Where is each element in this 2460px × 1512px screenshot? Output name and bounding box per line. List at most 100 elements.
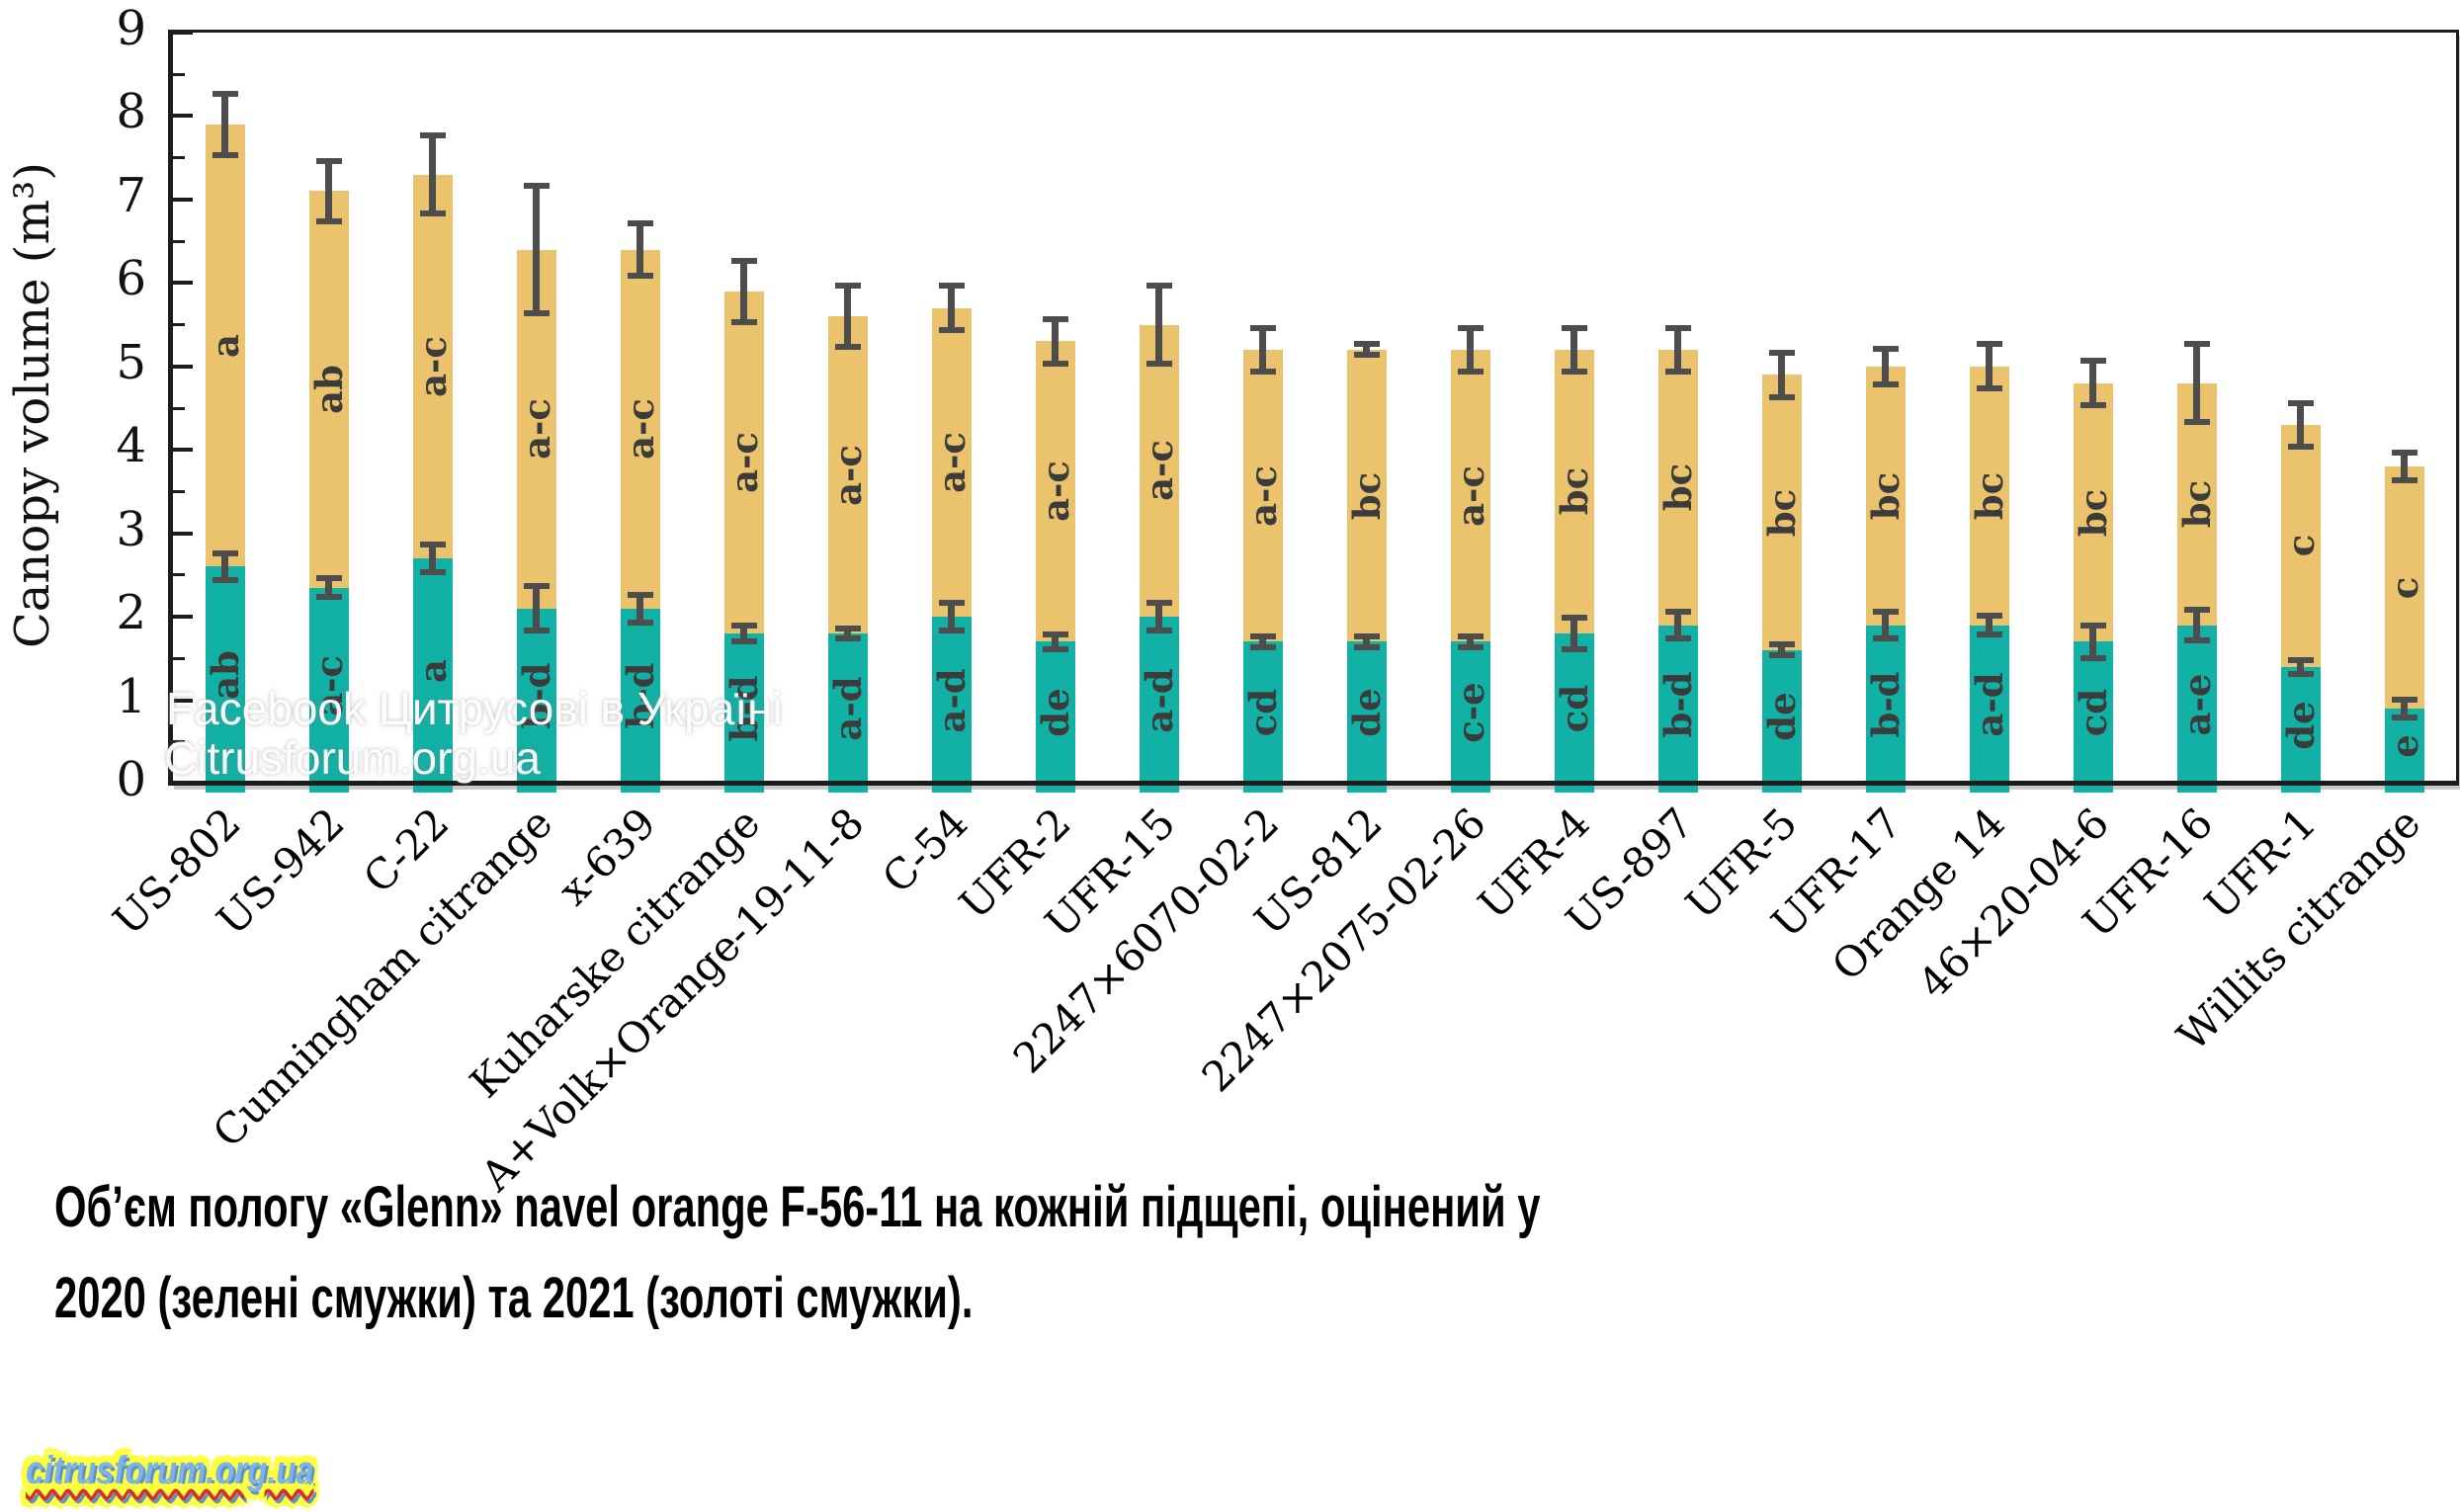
error-stem [1052,316,1059,367]
letter-2021: bc [1552,467,1596,516]
bar-2020 [1761,649,1802,793]
error-stem [429,132,436,216]
y-major-tick [173,448,193,453]
error-stem [1778,349,1785,400]
bar-2020 [1450,641,1490,793]
error-stem [1467,324,1474,376]
error-bar-2021 [1249,324,1276,376]
letter-2021: ab [306,365,351,414]
letter-2020: b-d [1863,671,1908,738]
letter-2021: bc [1863,471,1908,520]
plot-area: a ab ab a-c a-c a a-c b-d a-c b-d a-c b-d a-c a-d a-c a… [168,30,2459,793]
bar-2021 [723,291,764,633]
error-stem [1363,341,1370,359]
error-bar-2020 [1145,600,1172,633]
error-stem [2297,399,2304,451]
letter-2021: a-c [721,431,766,493]
caption-line1: Об’єм пологу «Glenn» navel orange F-56-1… [54,1175,1541,1239]
bar-2021 [1969,366,2009,626]
error-bar-2021 [627,220,653,280]
error-bar-2021 [2287,399,2314,451]
letter-2020: b-d [1655,671,1700,738]
error-bar-2020 [2287,656,2314,677]
error-bar-2021 [1561,324,1587,376]
error-bar-2020 [1976,612,2002,638]
letter-2021: a-c [825,444,870,506]
error-bar-2020 [1249,633,1276,650]
bar-2020 [205,566,245,793]
letter-2021: a-c [1240,464,1285,527]
bar-2020 [1969,625,2009,793]
y-minor-tick [173,72,185,76]
bar-2021 [205,124,245,567]
letter-2021: a-c [618,398,662,461]
letter-2021: c [2382,576,2426,599]
letter-2021: a-c [1033,461,1077,523]
y-tick-label: 6 [116,251,146,307]
letter-2021: a-c [514,398,558,461]
error-bar-2020 [1353,633,1380,650]
error-stem [2193,341,2200,425]
letter-2020: a-d [1967,672,2011,737]
error-bar-2021 [1768,349,1795,400]
error-bar-2021 [1457,324,1484,376]
error-stem [429,542,436,575]
letter-2021: bc [1655,463,1700,512]
y-major-tick [173,197,193,202]
error-bar-2020 [2391,697,2418,720]
error-stem [221,549,228,584]
error-stem [533,583,540,633]
y-tick-label: 5 [116,334,146,390]
error-stem [844,283,851,350]
bar-2020 [308,587,349,793]
y-minor-tick [173,239,185,243]
bar-2021 [1657,349,1698,626]
y-tick-label: 7 [116,167,146,223]
bar-2021 [620,249,660,609]
error-stem [740,258,747,325]
bar-2021 [1554,349,1594,633]
letter-2021: bc [1344,471,1389,520]
bar-2020 [2176,625,2217,793]
watermark-center-line1: Facebook Цитрусові в Україні [166,683,783,734]
error-stem [1882,345,1889,387]
bar-2020 [1346,641,1387,793]
error-bar-2020 [1872,608,1899,642]
y-tick-label: 4 [116,418,146,474]
bar-2020 [1865,625,1906,793]
error-stem [1778,641,1785,659]
error-stem [2089,358,2096,408]
error-bar-2021 [419,132,446,216]
bar-2021 [2280,424,2321,667]
error-bar-2020 [212,549,238,584]
bar-2020 [723,633,764,793]
bar-2021 [308,191,349,588]
letter-2021: c [2278,535,2323,557]
error-bar-2021 [1353,341,1380,359]
letter-2020: a-d [1137,667,1181,733]
letter-2021: a-c [929,431,974,493]
error-bar-2020 [419,542,446,575]
error-bar-2021 [1145,283,1172,367]
error-bar-2020 [523,583,550,633]
y-minor-tick [173,489,185,493]
error-bar-2020 [315,574,342,601]
bar-2020 [827,633,868,793]
letter-2020: de [1344,688,1389,737]
error-stem [533,183,540,317]
letter-2021: bc [2071,488,2115,537]
x-axis-line [168,781,2459,786]
error-stem [740,623,747,644]
y-major-tick [173,364,193,369]
letter-2020: a-d [929,667,974,733]
bar-2020 [1242,641,1283,793]
error-stem [325,157,332,225]
x-axis-labels: US-802 US-942 C-22 Cunningham citrange x-639… [104,791,2451,1201]
error-bar-2021 [315,157,342,225]
error-bar-2021 [1664,324,1691,376]
error-bar-2021 [1976,341,2002,392]
y-major-tick [173,531,193,536]
y-major-tick [173,615,193,620]
error-bar-2020 [1561,615,1587,652]
error-stem [2297,656,2304,677]
